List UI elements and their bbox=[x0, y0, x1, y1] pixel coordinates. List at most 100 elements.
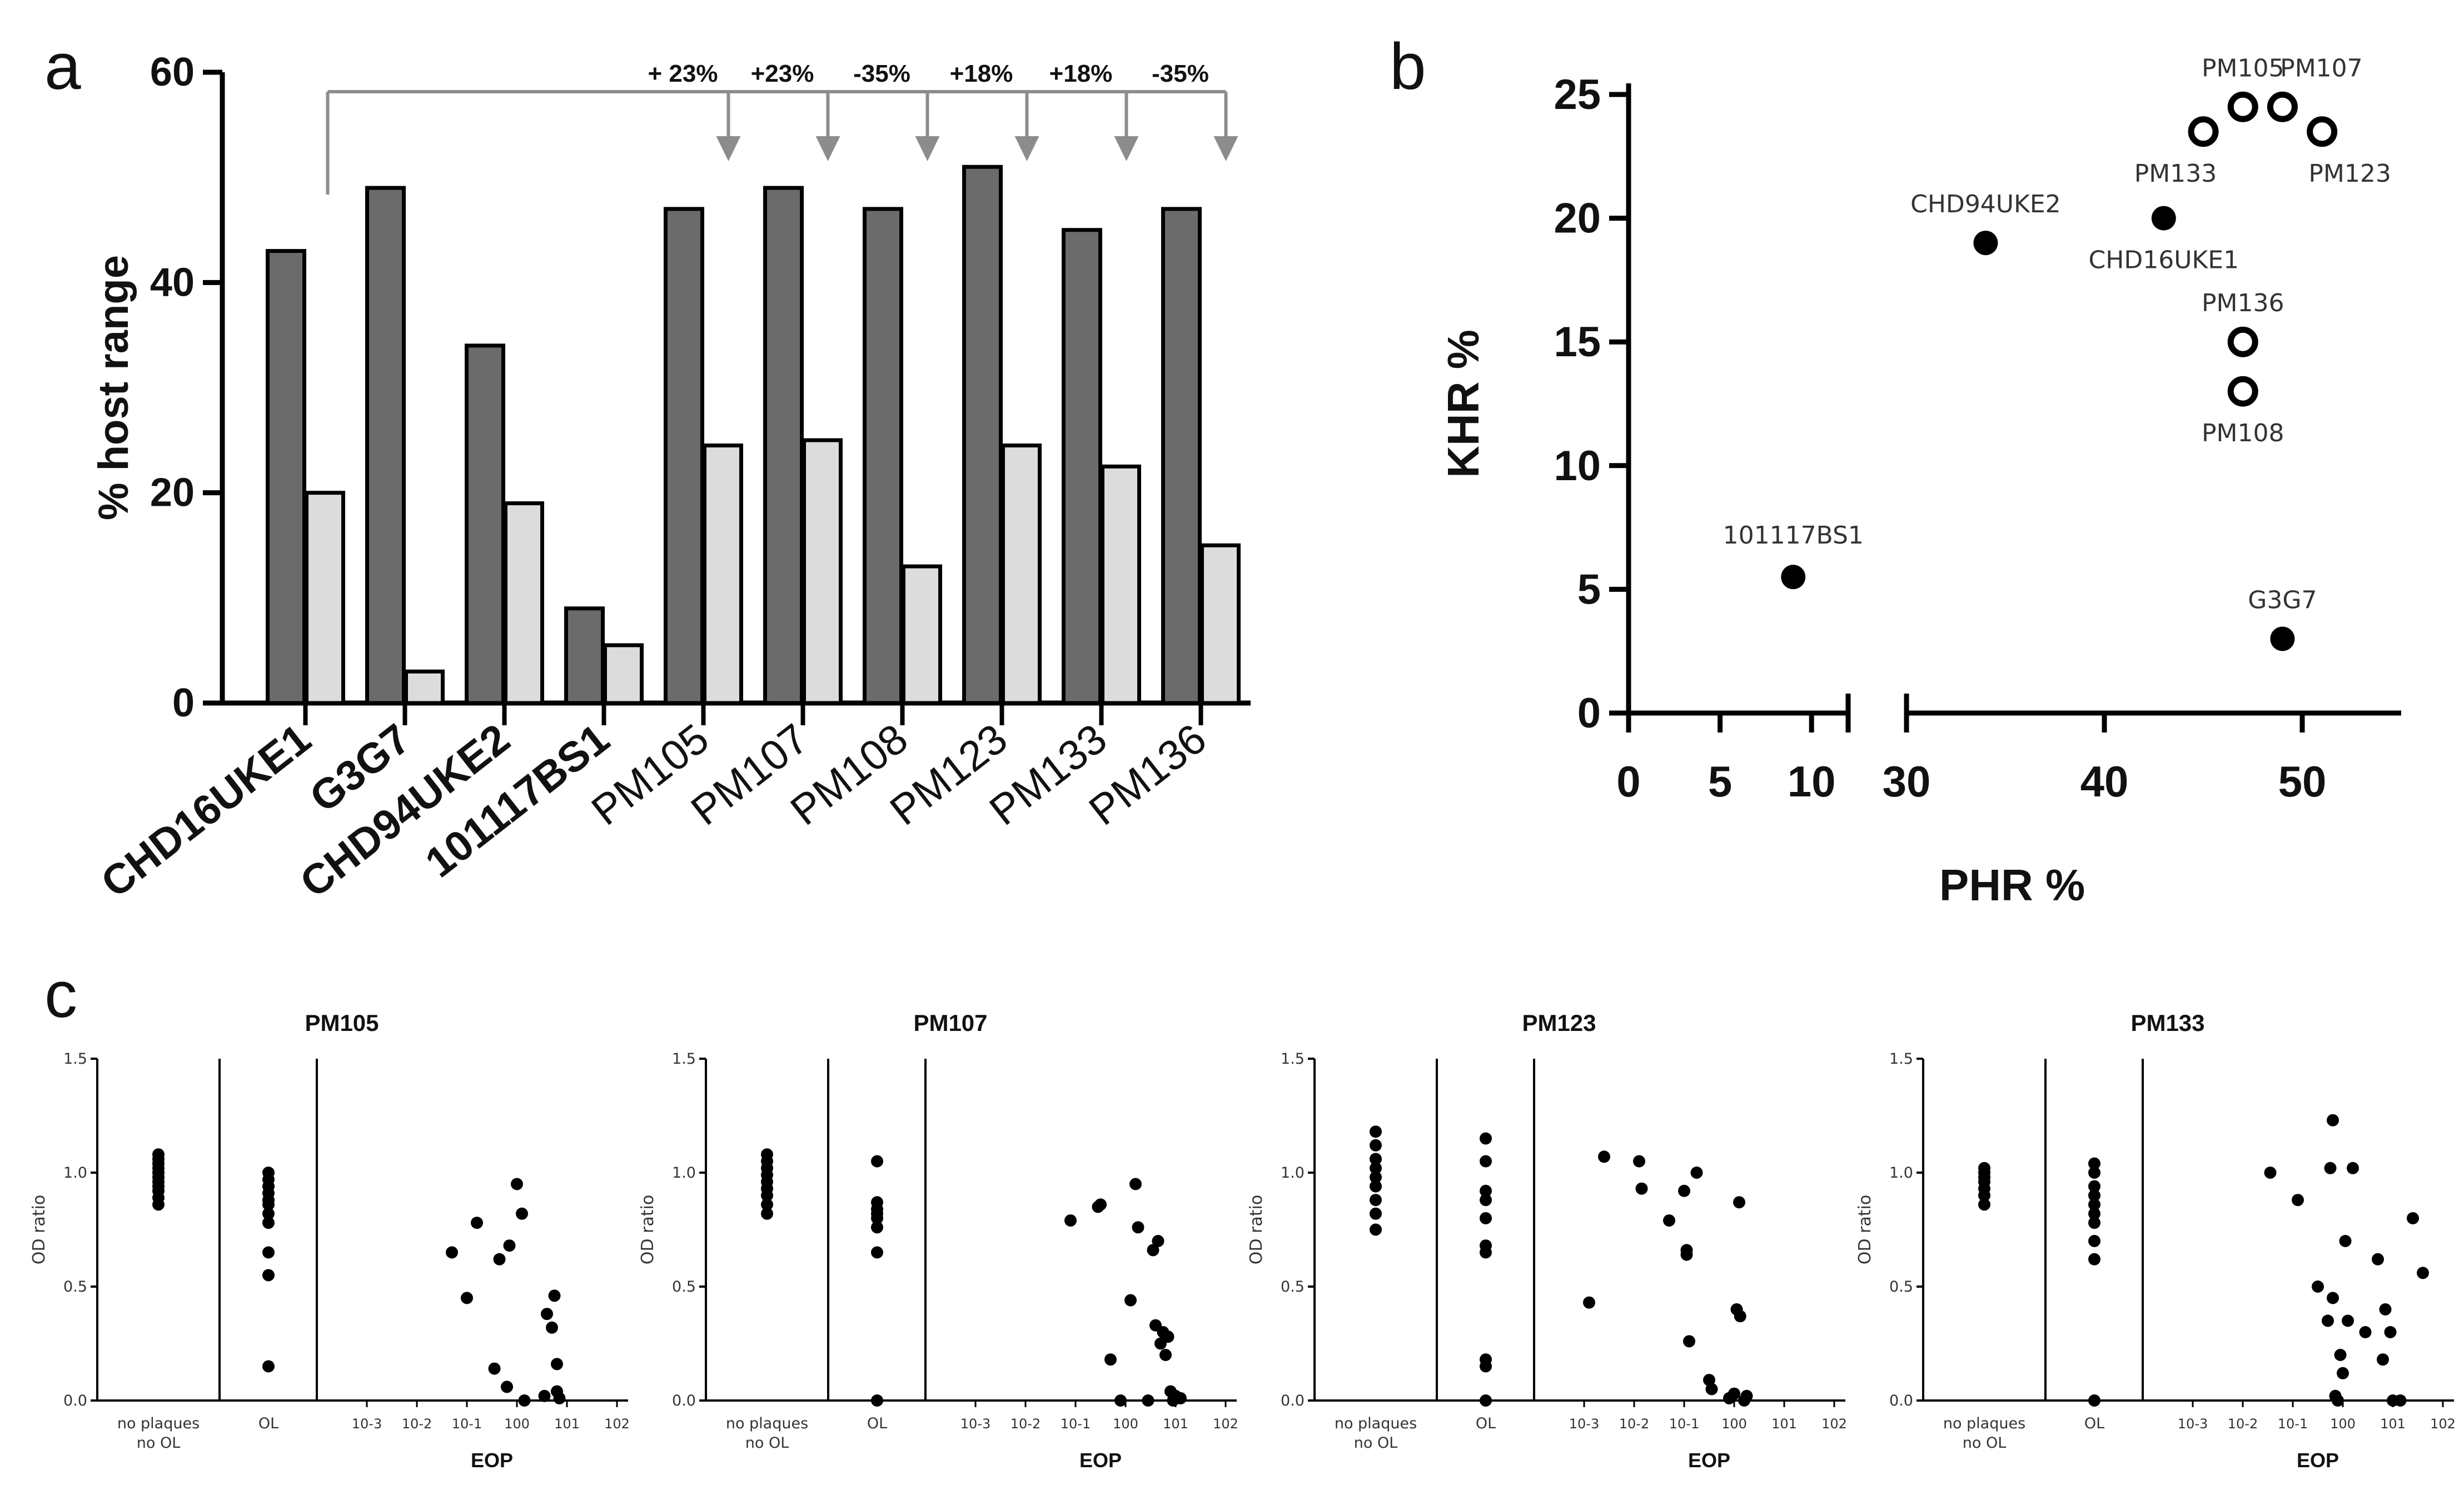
bar-dark bbox=[962, 165, 1003, 705]
change-annotation: +18% bbox=[950, 60, 1013, 87]
eop-tick-label: 10-3 bbox=[1569, 1416, 1599, 1432]
dot-ol bbox=[262, 1269, 275, 1282]
scatter-chart-b: 0 5 10 15 20 25 KHR % 0 5 10 30 40 50 PHR % CHD16UKE1 C… bbox=[1438, 54, 2401, 910]
dot-ol bbox=[1480, 1184, 1492, 1197]
dot-eop bbox=[538, 1389, 551, 1402]
x-tick-label-b: 5 bbox=[1708, 757, 1732, 806]
point-open bbox=[2227, 326, 2258, 357]
y-axis-title-c: OD ratio bbox=[1855, 1195, 1875, 1264]
bar-light bbox=[404, 669, 445, 705]
dot-eop bbox=[518, 1394, 531, 1407]
eop-tick-label: 102 bbox=[604, 1416, 630, 1432]
dot-no-plaques bbox=[1370, 1207, 1382, 1220]
x-axis-title-c: EOP bbox=[2297, 1449, 2339, 1472]
dot-eop bbox=[2292, 1194, 2304, 1207]
y-tick-label-c: 1.5 bbox=[1281, 1050, 1305, 1068]
od-panel: PM107 0.0 0.5 1.0 1.5 OD ratio no plaques no OL… bbox=[638, 1010, 1238, 1472]
dot-eop bbox=[1680, 1248, 1693, 1261]
point-open bbox=[2307, 116, 2338, 147]
dot-eop bbox=[2264, 1167, 2277, 1179]
section-label-no-plaques: no plaques bbox=[117, 1415, 200, 1432]
dot-eop bbox=[1159, 1349, 1172, 1361]
section-label-no-plaques: no OL bbox=[1963, 1434, 2007, 1452]
y-tick-label-b: 0 bbox=[1577, 690, 1601, 737]
point-filled bbox=[1781, 565, 1806, 590]
dot-ol bbox=[871, 1196, 883, 1209]
point-label: CHD94UKE2 bbox=[1910, 190, 2061, 218]
eop-tick-label: 10-1 bbox=[2278, 1416, 2308, 1432]
bar-dark bbox=[664, 207, 704, 705]
y-tick-label-c: 1.0 bbox=[63, 1164, 87, 1182]
dot-no-plaques bbox=[1370, 1153, 1382, 1165]
y-tick-label-b: 25 bbox=[1554, 71, 1601, 118]
eop-tick-label: 10-3 bbox=[960, 1416, 990, 1432]
section-label-no-plaques: no OL bbox=[1354, 1434, 1398, 1452]
eop-tick-label: 100 bbox=[1113, 1416, 1138, 1432]
point-label: PM105 bbox=[2202, 54, 2284, 82]
x-axis-title-c: EOP bbox=[1688, 1449, 1730, 1472]
y-axis-title-b: KHR % bbox=[1438, 330, 1488, 478]
dot-ol bbox=[2088, 1167, 2100, 1179]
dot-eop bbox=[1132, 1221, 1144, 1234]
dot-ol bbox=[1480, 1194, 1492, 1207]
change-annotation: -35% bbox=[853, 60, 910, 87]
y-tick-label-a: 20 bbox=[150, 471, 195, 515]
y-tick-label-c: 1.0 bbox=[1889, 1164, 1913, 1182]
arrow-head bbox=[1014, 136, 1039, 161]
dot-no-plaques bbox=[1370, 1139, 1382, 1152]
y-axis-title-c: OD ratio bbox=[29, 1195, 49, 1264]
dot-eop bbox=[1064, 1214, 1077, 1227]
dot-eop bbox=[488, 1362, 501, 1375]
dot-eop bbox=[2377, 1353, 2389, 1366]
dot-eop bbox=[2337, 1367, 2349, 1379]
dot-eop bbox=[1152, 1235, 1164, 1247]
dot-eop bbox=[1733, 1196, 1745, 1209]
eop-tick-label: 10-2 bbox=[1011, 1416, 1041, 1432]
dot-ol bbox=[2088, 1253, 2100, 1265]
y-tick-label-a: 0 bbox=[172, 681, 195, 725]
dot-ol bbox=[1480, 1132, 1492, 1145]
point-label: PM136 bbox=[2202, 289, 2284, 317]
eop-tick-label: 10-2 bbox=[402, 1416, 432, 1432]
x-axis-title-b: PHR % bbox=[1939, 860, 2085, 910]
dot-eop bbox=[1633, 1155, 1645, 1168]
dot-ol bbox=[2088, 1180, 2100, 1193]
bar-light bbox=[504, 501, 544, 705]
dot-no-plaques bbox=[1370, 1223, 1382, 1236]
bar-light bbox=[1200, 543, 1241, 705]
x-tick-label-a: CHD16UKE1 bbox=[93, 715, 320, 906]
section-label-no-plaques: no plaques bbox=[1943, 1415, 2025, 1432]
x-axis-title-c: EOP bbox=[1079, 1449, 1122, 1472]
dot-ol bbox=[871, 1394, 883, 1407]
eop-tick-label: 10-3 bbox=[2178, 1416, 2208, 1432]
dot-eop bbox=[1705, 1383, 1718, 1396]
dot-no-plaques bbox=[761, 1198, 773, 1211]
od-panel: PM123 0.0 0.5 1.0 1.5 OD ratio no plaques no OL… bbox=[1247, 1010, 1847, 1472]
dot-eop bbox=[493, 1253, 506, 1265]
dot-ol bbox=[2088, 1217, 2100, 1229]
y-tick-label-c: 0.0 bbox=[1281, 1392, 1305, 1409]
section-label-ol: OL bbox=[1476, 1415, 1496, 1432]
bar-light bbox=[1001, 443, 1042, 705]
dot-eop bbox=[2327, 1292, 2339, 1304]
dot-eop bbox=[446, 1246, 458, 1259]
dot-eop bbox=[553, 1392, 566, 1404]
dot-eop bbox=[1583, 1296, 1595, 1309]
dot-eop bbox=[471, 1217, 483, 1229]
bar-dark bbox=[1062, 228, 1102, 705]
arrow-head bbox=[1114, 136, 1139, 161]
dot-eop bbox=[2372, 1253, 2384, 1265]
panel-label-a: a bbox=[44, 30, 81, 103]
section-label-no-plaques: no OL bbox=[137, 1434, 181, 1452]
bar-dark bbox=[763, 186, 804, 705]
bar-dark bbox=[564, 606, 605, 705]
point-open bbox=[2227, 376, 2258, 407]
eop-tick-label: 101 bbox=[2380, 1416, 2406, 1432]
y-tick-label-c: 0.5 bbox=[63, 1278, 87, 1295]
dot-eop bbox=[511, 1178, 523, 1190]
change-annotation: +23% bbox=[751, 60, 814, 87]
dot-ol bbox=[2088, 1157, 2100, 1170]
panel-title: PM107 bbox=[913, 1010, 987, 1036]
